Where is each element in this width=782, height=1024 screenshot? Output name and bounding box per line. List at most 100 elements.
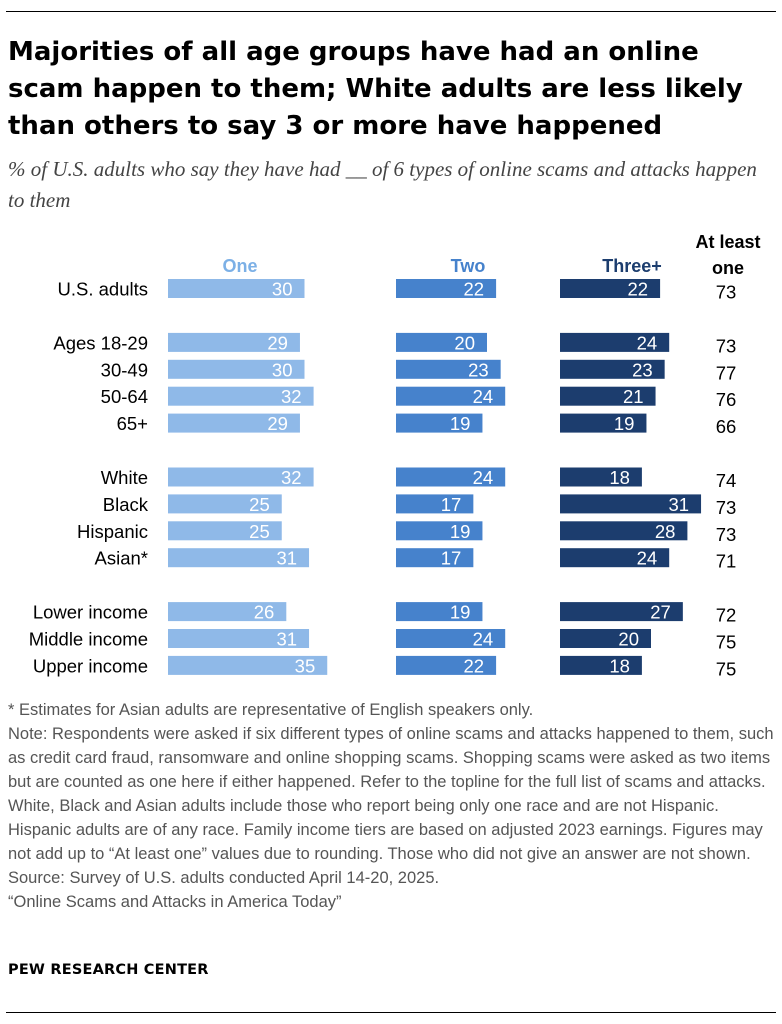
top-rule <box>6 11 776 12</box>
bar-white-three-plus <box>560 467 642 487</box>
bar-hispanic-two <box>396 521 483 541</box>
bar-u-s-adults-two <box>396 279 497 298</box>
column-header-one: One <box>222 256 257 276</box>
chart-notes: * Estimates for Asian adults are represe… <box>8 698 778 914</box>
bar-value-65-three-plus: 19 <box>614 413 635 434</box>
bar-white-one <box>168 467 314 487</box>
total-value-white: 74 <box>716 470 737 491</box>
bar-u-s-adults-one <box>168 279 305 298</box>
bar-value-lower-income-three-plus: 27 <box>650 602 671 623</box>
bar-value-lower-income-one: 26 <box>254 602 275 623</box>
bar-lower-income-two <box>396 602 483 622</box>
bar-value-black-three-plus: 31 <box>668 494 689 515</box>
bar-value-50-64-one: 32 <box>281 386 302 407</box>
bar-upper-income-three-plus <box>560 655 642 675</box>
row-label-lower-income: Lower income <box>33 602 148 623</box>
bar-value-u-s-adults-three-plus: 22 <box>628 279 649 300</box>
row-label-50-64: 50-64 <box>101 386 148 407</box>
bar-white-two <box>396 467 506 487</box>
column-header-two: Two <box>451 256 486 276</box>
bar-value-ages-18-29-two: 20 <box>454 332 475 353</box>
asterisk-note: * Estimates for Asian adults are represe… <box>8 701 534 719</box>
bar-ages-18-29-one <box>168 332 300 352</box>
bar-50-64-three-plus <box>560 386 656 406</box>
bar-middle-income-two <box>396 629 506 648</box>
total-value-middle-income: 75 <box>716 632 737 653</box>
total-value-u-s-adults: 73 <box>716 282 737 303</box>
bar-value-hispanic-one: 25 <box>249 521 270 542</box>
pew-research-center-logo: PEW RESEARCH CENTER <box>8 962 209 978</box>
bar-65-two <box>396 413 483 433</box>
bar-value-65-two: 19 <box>450 413 471 434</box>
chart-subtitle: % of U.S. adults who say they have had _… <box>8 157 757 212</box>
bar-middle-income-three-plus <box>560 629 651 648</box>
row-label-30-49: 30-49 <box>101 359 148 380</box>
bar-value-upper-income-three-plus: 18 <box>609 655 630 676</box>
bar-value-ages-18-29-one: 29 <box>267 332 288 353</box>
bar-lower-income-three-plus <box>560 602 683 622</box>
total-value-65: 66 <box>716 416 737 437</box>
bar-value-middle-income-three-plus: 20 <box>618 629 639 650</box>
bar-value-upper-income-two: 22 <box>464 655 485 676</box>
total-value-ages-18-29: 73 <box>716 335 737 356</box>
bar-upper-income-two <box>396 655 497 675</box>
bar-30-49-two <box>396 359 501 379</box>
column-header-three-plus: Three+ <box>602 256 662 276</box>
bar-middle-income-one <box>168 629 310 648</box>
bar-upper-income-one <box>168 655 328 675</box>
bar-50-64-two <box>396 386 506 406</box>
bar-value-lower-income-two: 19 <box>450 602 471 623</box>
bar-65-three-plus <box>560 413 647 433</box>
bar-value-30-49-one: 30 <box>272 359 293 380</box>
bar-value-50-64-two: 24 <box>473 386 494 407</box>
bar-value-50-64-three-plus: 21 <box>623 386 644 407</box>
bar-value-asian-two: 17 <box>441 548 462 569</box>
total-value-upper-income: 75 <box>716 658 737 679</box>
bar-value-black-two: 17 <box>441 494 462 515</box>
total-value-lower-income: 72 <box>716 605 737 626</box>
bar-asian-three-plus <box>560 548 670 568</box>
bottom-rule <box>6 1012 776 1013</box>
column-header-at-least-one-line2: one <box>712 258 744 278</box>
total-value-hispanic: 73 <box>716 524 737 545</box>
bar-50-64-one <box>168 386 314 406</box>
total-value-asian: 71 <box>716 551 737 572</box>
bar-u-s-adults-three-plus <box>560 279 661 298</box>
bar-value-middle-income-two: 24 <box>473 629 494 650</box>
column-header-at-least-one-line1: At least <box>695 232 760 252</box>
total-value-30-49: 77 <box>716 362 737 383</box>
bar-ages-18-29-two <box>396 332 487 352</box>
chart-title: Majorities of all age groups have had an… <box>8 37 743 141</box>
row-label-black: Black <box>103 494 149 515</box>
bar-asian-one <box>168 548 310 568</box>
bar-black-three-plus <box>560 494 702 514</box>
total-value-black: 73 <box>716 497 737 518</box>
bar-30-49-one <box>168 359 305 379</box>
row-label-ages-18-29: Ages 18-29 <box>53 332 148 353</box>
bar-value-middle-income-one: 31 <box>276 629 297 650</box>
bar-value-u-s-adults-two: 22 <box>464 279 485 300</box>
report-title: “Online Scams and Attacks in America Tod… <box>8 893 342 911</box>
bar-value-white-two: 24 <box>473 467 494 488</box>
bar-value-ages-18-29-three-plus: 24 <box>637 332 658 353</box>
row-label-upper-income: Upper income <box>33 655 148 676</box>
source-note: Source: Survey of U.S. adults conducted … <box>8 869 440 887</box>
bar-value-65-one: 29 <box>267 413 288 434</box>
stacked-column-bar-chart: One Two Three+ At least one U.S. adults 30 22 22… <box>29 232 761 679</box>
row-label-white: White <box>101 467 148 488</box>
bar-value-upper-income-one: 35 <box>295 655 316 676</box>
total-value-50-64: 76 <box>716 389 737 410</box>
bar-hispanic-one <box>168 521 282 541</box>
row-label-65: 65+ <box>117 413 148 434</box>
methodology-note: Note: Respondents were asked if six diff… <box>8 725 774 863</box>
bar-value-white-one: 32 <box>281 467 302 488</box>
bar-asian-two <box>396 548 474 568</box>
bar-black-one <box>168 494 282 514</box>
row-label-asian: Asian* <box>95 548 148 569</box>
bar-hispanic-three-plus <box>560 521 688 541</box>
bar-value-white-three-plus: 18 <box>609 467 630 488</box>
bar-value-30-49-two: 23 <box>468 359 489 380</box>
row-label-middle-income: Middle income <box>29 629 148 650</box>
bar-ages-18-29-three-plus <box>560 332 670 352</box>
bar-black-two <box>396 494 474 514</box>
